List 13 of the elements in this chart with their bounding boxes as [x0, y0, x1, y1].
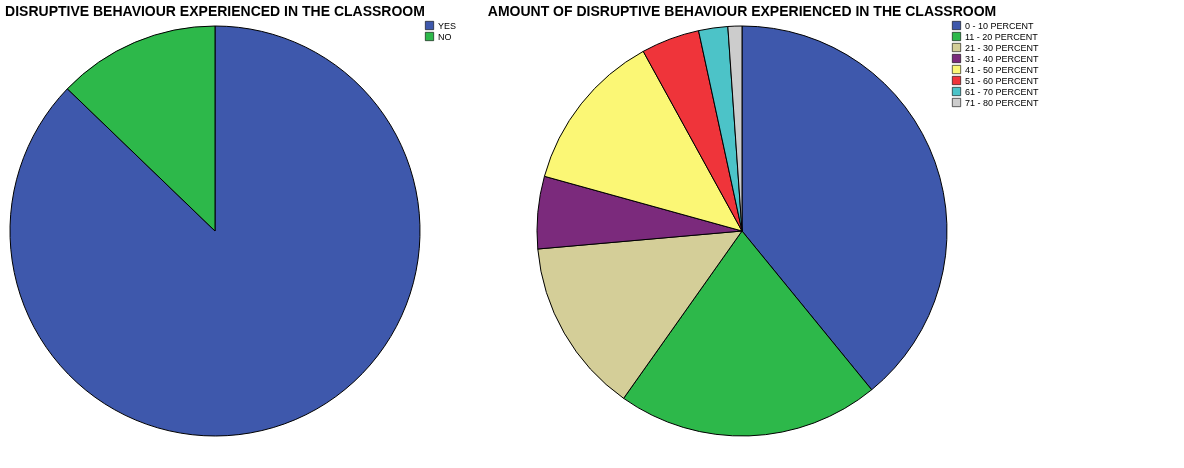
legend-label: 31 - 40 PERCENT — [965, 53, 1040, 64]
chart-title: DISRUPTIVE BEHAVIOUR EXPERIENCED IN THE CLASSROOM — [5, 3, 425, 19]
legend-label: 41 - 50 PERCENT — [965, 64, 1040, 75]
legend-label: 0 - 10 PERCENT — [965, 20, 1035, 31]
chart-title: AMOUNT OF DISRUPTIVE BEHAVIOUR EXPERIENCED IN THE CLASSROOM — [487, 3, 997, 19]
legend-label: 51 - 60 PERCENT — [965, 75, 1040, 86]
legend-label: 61 - 70 PERCENT — [965, 86, 1040, 97]
legend-label: 71 - 80 PERCENT — [965, 97, 1040, 108]
legend-label: YES — [438, 20, 457, 31]
pie-slice — [9, 25, 421, 437]
legend-label: 21 - 30 PERCENT — [965, 42, 1040, 53]
legend-label: 11 - 20 PERCENT — [965, 31, 1039, 42]
legend-label: NO — [438, 31, 452, 42]
